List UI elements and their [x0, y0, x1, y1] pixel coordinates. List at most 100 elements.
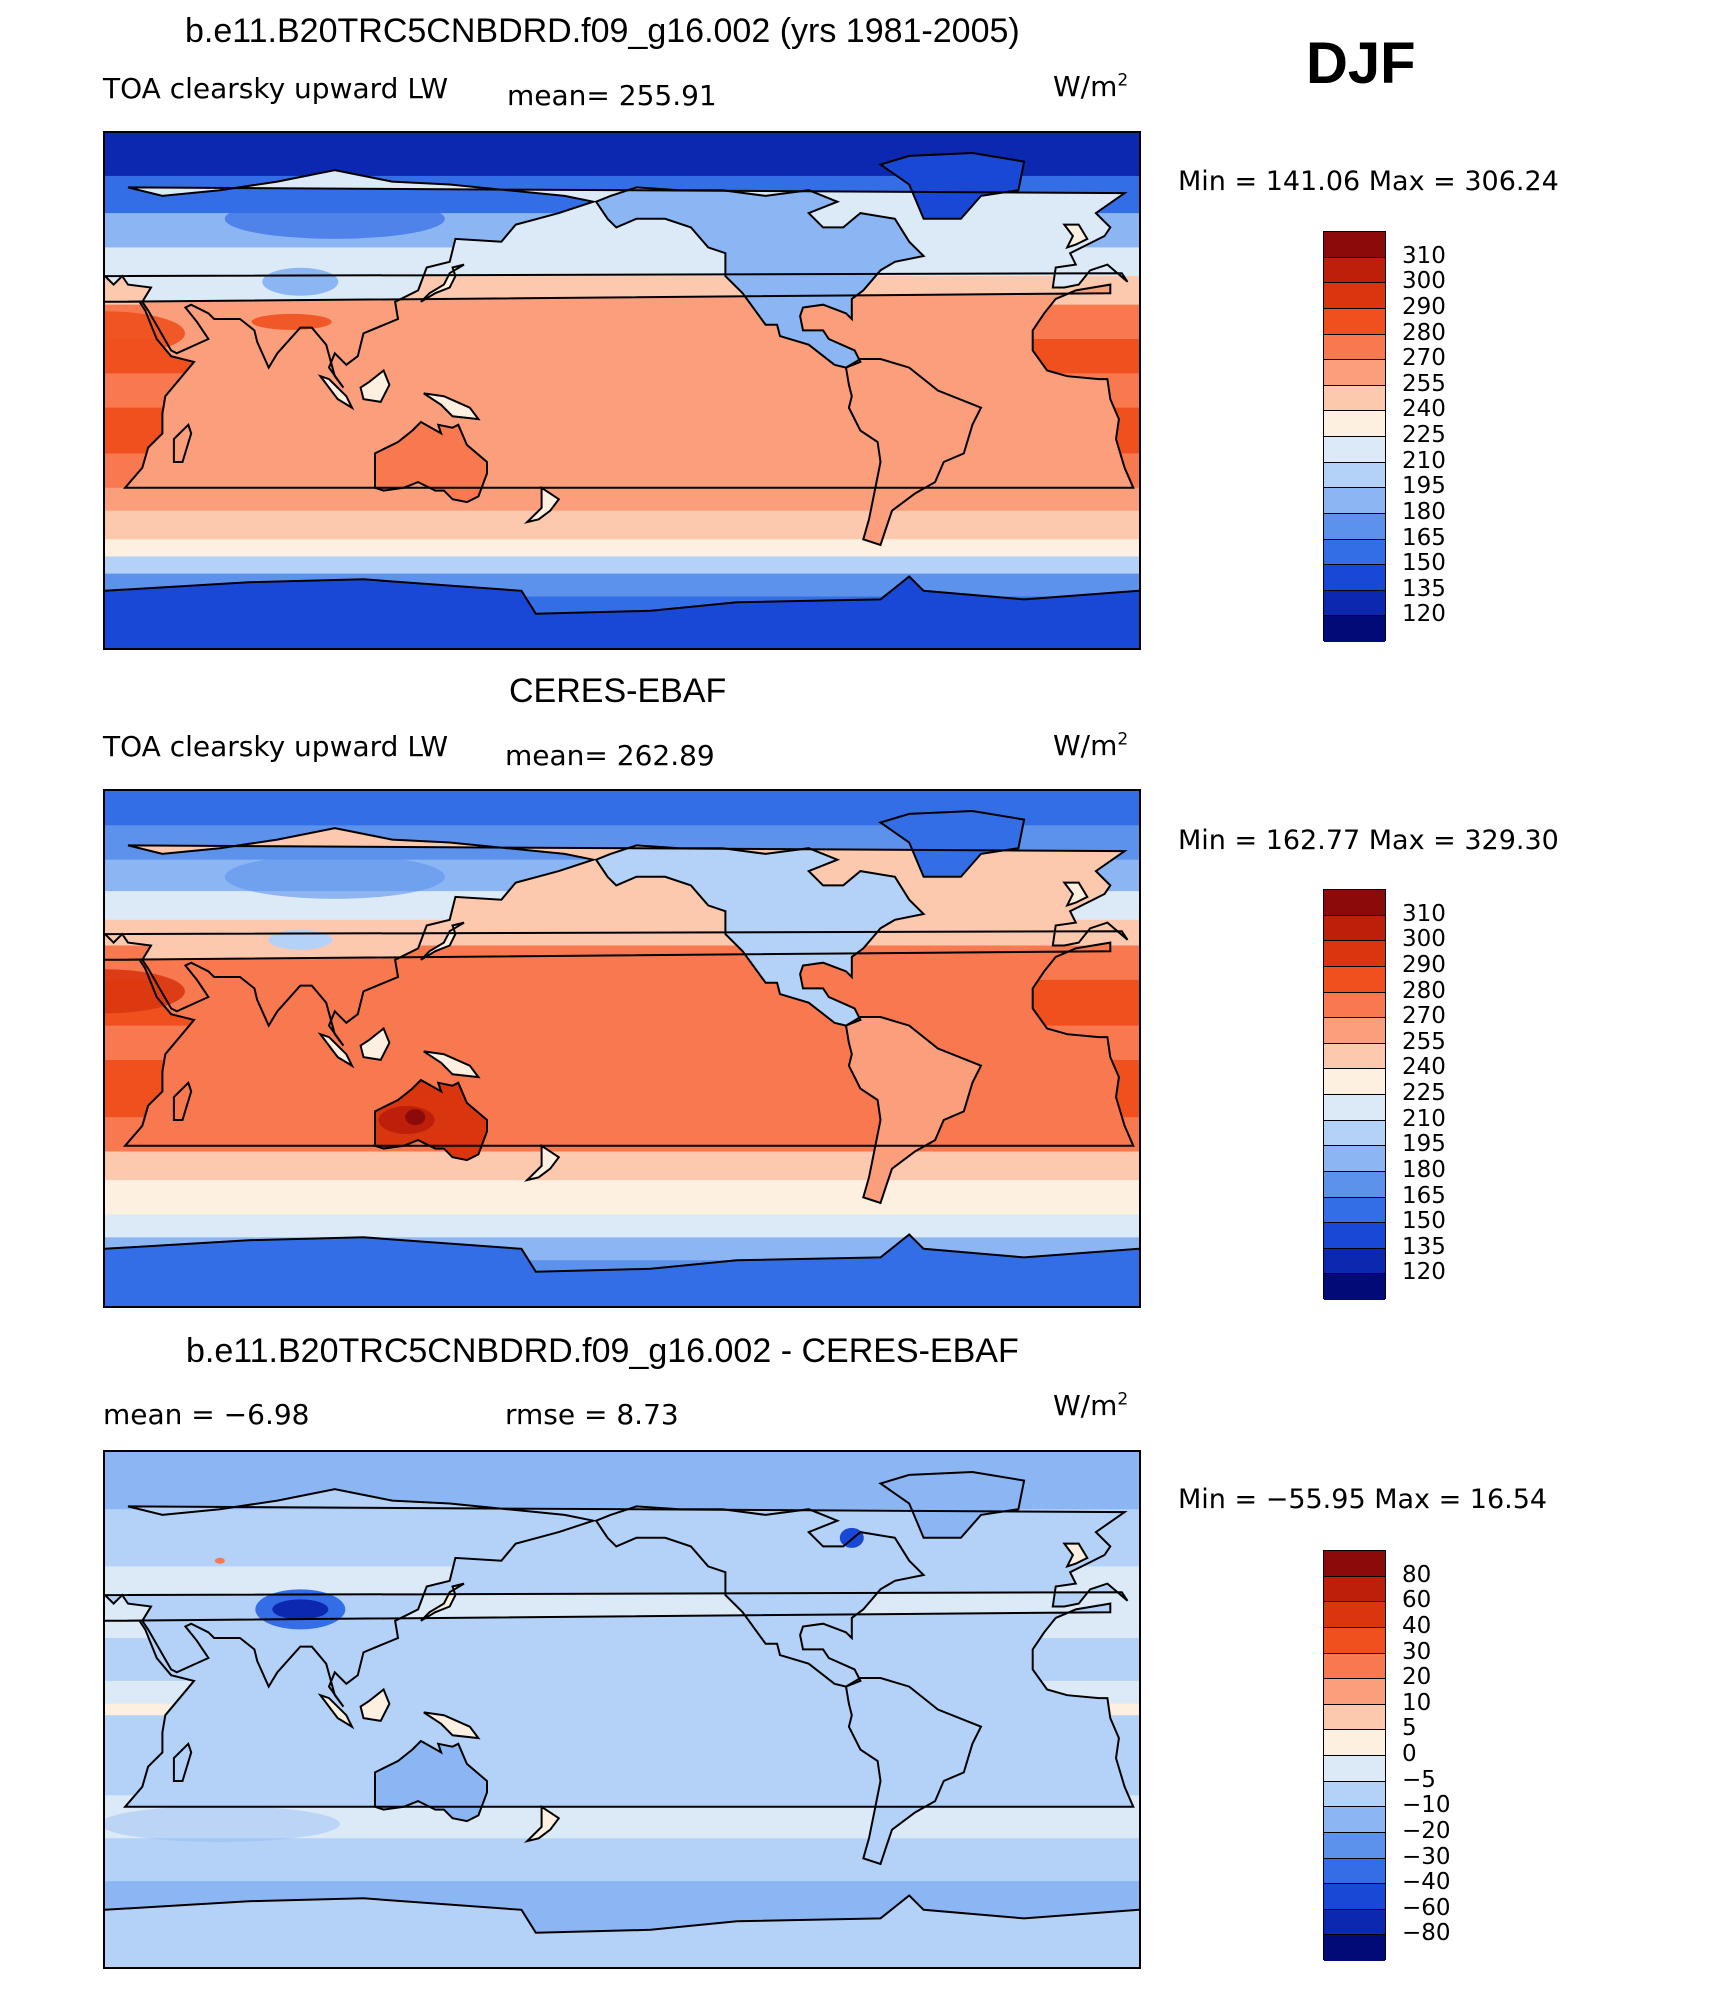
colorbar-tick-label: 60 [1402, 1587, 1432, 1614]
colorbar-swatch [1324, 1146, 1385, 1172]
panel-3-colorbar [1323, 1550, 1386, 1961]
colorbar-tick-label: 5 [1402, 1715, 1417, 1742]
panel-2-minmax: Min = 162.77 Max = 329.30 [1178, 825, 1559, 856]
colorbar-tick-label: 30 [1402, 1638, 1432, 1665]
panel-3-mean-label: mean = −6.98 [103, 1398, 310, 1431]
colorbar-swatch [1324, 360, 1385, 386]
colorbar-swatch [1324, 941, 1385, 967]
colorbar-tick-label: 255 [1402, 370, 1446, 397]
colorbar-swatch [1324, 890, 1385, 916]
colorbar-tick-label: 180 [1402, 498, 1446, 525]
colorbar-tick-label: 240 [1402, 396, 1446, 423]
colorbar-tick-label: −10 [1402, 1792, 1451, 1819]
colorbar-swatch [1324, 539, 1385, 566]
colorbar-tick-label: 135 [1402, 1233, 1446, 1260]
colorbar-swatch [1324, 488, 1385, 514]
panel-3-minmax: Min = −55.95 Max = 16.54 [1178, 1484, 1548, 1515]
colorbar-tick-label: 120 [1402, 601, 1446, 628]
colorbar-swatch [1324, 966, 1385, 993]
colorbar-swatch [1324, 1935, 1385, 1961]
colorbar-swatch [1324, 1832, 1385, 1859]
colorbar-swatch [1324, 437, 1385, 463]
panel-2-units: W/m2 [1053, 729, 1129, 762]
colorbar-tick-label: 310 [1402, 900, 1446, 927]
panel-1-mean-label: mean= 255.91 [507, 79, 717, 112]
colorbar-swatch [1324, 1679, 1385, 1705]
colorbar-swatch [1324, 992, 1385, 1019]
colorbar-tick-label: −40 [1402, 1869, 1451, 1896]
colorbar-swatch [1324, 1120, 1385, 1147]
colorbar-tick-label: 0 [1402, 1741, 1417, 1767]
colorbar-tick-label: 225 [1402, 422, 1446, 448]
colorbar-tick-label: 135 [1402, 575, 1446, 602]
colorbar-tick-label: 10 [1402, 1689, 1432, 1716]
colorbar-swatch [1324, 1858, 1385, 1885]
colorbar-tick-label: 80 [1402, 1561, 1432, 1588]
colorbar-swatch [1324, 1274, 1385, 1300]
panel-1-variable-label: TOA clearsky upward LW [103, 72, 449, 105]
colorbar-tick-label: 40 [1402, 1612, 1432, 1639]
panel-3-rmse-label: rmse = 8.73 [505, 1398, 679, 1431]
colorbar-swatch [1324, 232, 1385, 258]
colorbar-swatch [1324, 308, 1385, 335]
colorbar-swatch [1324, 1171, 1385, 1198]
season-label: DJF [1306, 31, 1416, 96]
colorbar-tick-label: 165 [1402, 524, 1446, 551]
colorbar-swatch [1324, 1730, 1385, 1756]
colorbar-swatch [1324, 1069, 1385, 1095]
colorbar-swatch [1324, 1884, 1385, 1910]
colorbar-swatch [1324, 1223, 1385, 1249]
colorbar-tick-label: 210 [1402, 447, 1446, 474]
panel-3-map [103, 1450, 1141, 1969]
panel-1-colorbar [1323, 231, 1386, 642]
panel-1-minmax: Min = 141.06 Max = 306.24 [1178, 166, 1559, 197]
colorbar-tick-label: 270 [1402, 1003, 1446, 1030]
panel-2-map [103, 789, 1141, 1308]
colorbar-tick-label: 120 [1402, 1259, 1446, 1286]
panel-1-title: b.e11.B20TRC5CNBDRD.f09_g16.002 (yrs 198… [185, 12, 1020, 50]
colorbar-swatch [1324, 1248, 1385, 1275]
colorbar-tick-label: 20 [1402, 1664, 1432, 1691]
colorbar-tick-label: 210 [1402, 1105, 1446, 1132]
colorbar-swatch [1324, 1653, 1385, 1680]
colorbar-tick-label: −30 [1402, 1843, 1451, 1870]
colorbar-swatch [1324, 1095, 1385, 1121]
colorbar-tick-label: −80 [1402, 1920, 1451, 1947]
colorbar-tick-label: 180 [1402, 1156, 1446, 1183]
colorbar-swatch [1324, 1197, 1385, 1224]
colorbar-swatch [1324, 590, 1385, 617]
colorbar-tick-label: 290 [1402, 951, 1446, 978]
panel-2-title: CERES-EBAF [509, 672, 727, 710]
colorbar-swatch [1324, 565, 1385, 591]
panel-1-map-field [105, 133, 1139, 648]
panel-2-map-field [105, 791, 1139, 1306]
colorbar-swatch [1324, 411, 1385, 437]
colorbar-swatch [1324, 462, 1385, 489]
colorbar-swatch [1324, 1781, 1385, 1808]
colorbar-swatch [1324, 616, 1385, 642]
colorbar-tick-label: 270 [1402, 345, 1446, 372]
colorbar-swatch [1324, 334, 1385, 361]
colorbar-tick-label: 195 [1402, 473, 1446, 500]
colorbar-swatch [1324, 1018, 1385, 1044]
colorbar-tick-label: 300 [1402, 268, 1446, 295]
colorbar-tick-label: 240 [1402, 1054, 1446, 1081]
colorbar-swatch [1324, 257, 1385, 284]
colorbar-tick-label: 165 [1402, 1182, 1446, 1209]
colorbar-swatch [1324, 1576, 1385, 1603]
panel-2-variable-label: TOA clearsky upward LW [103, 730, 449, 763]
colorbar-tick-label: 195 [1402, 1131, 1446, 1158]
colorbar-swatch [1324, 1043, 1385, 1070]
panel-3-map-field [105, 1452, 1139, 1967]
colorbar-tick-label: −5 [1402, 1766, 1436, 1793]
colorbar-swatch [1324, 283, 1385, 309]
colorbar-tick-label: −20 [1402, 1817, 1451, 1844]
colorbar-swatch [1324, 1551, 1385, 1577]
colorbar-swatch [1324, 1909, 1385, 1936]
colorbar-tick-label: 290 [1402, 293, 1446, 320]
colorbar-swatch [1324, 513, 1385, 540]
colorbar-swatch [1324, 1627, 1385, 1654]
colorbar-swatch [1324, 1704, 1385, 1731]
colorbar-tick-label: 310 [1402, 242, 1446, 269]
colorbar-swatch [1324, 1807, 1385, 1833]
